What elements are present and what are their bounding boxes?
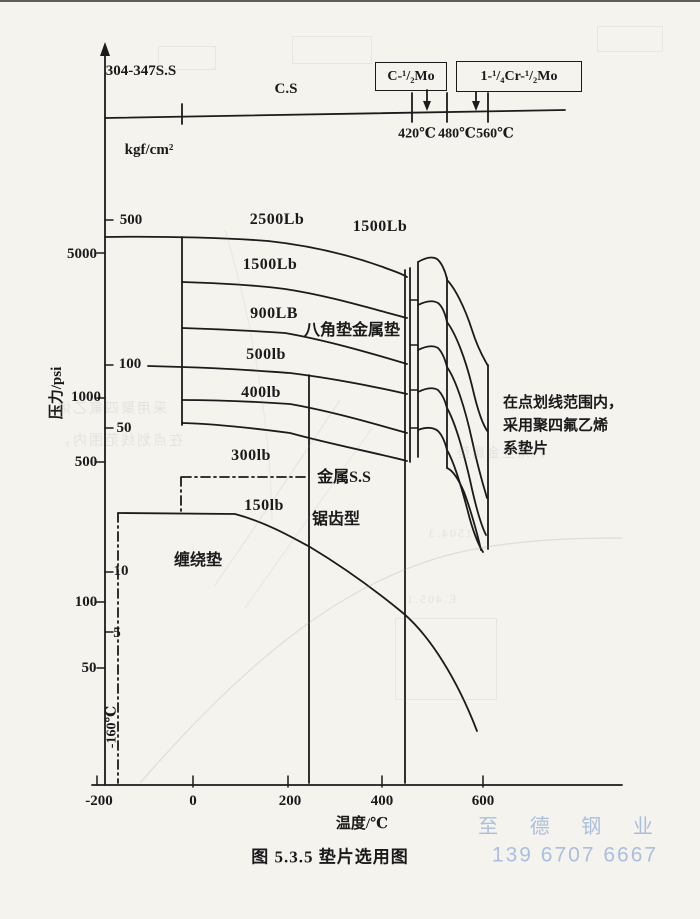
ptfe-note-line2: 采用聚四氟乙烯 bbox=[503, 418, 609, 434]
label-1500lb-right: 1500Lb bbox=[352, 218, 408, 236]
fan-1 bbox=[446, 279, 489, 367]
scan-edge-artifact bbox=[0, 0, 700, 2]
kgf-tick-10: 10 bbox=[113, 562, 129, 579]
psi-tick-50: 50 bbox=[81, 659, 97, 676]
x-tick-600: 600 bbox=[471, 792, 495, 809]
fan-2 bbox=[446, 321, 489, 433]
curve-1500lb bbox=[181, 281, 408, 319]
curve-900lb bbox=[181, 327, 408, 365]
psi-tick-5000: 5000 bbox=[67, 245, 97, 262]
box2-arrowhead bbox=[472, 101, 480, 111]
material-box-c-half-mo: C-¹/₂Mo bbox=[375, 62, 447, 91]
step-connectors bbox=[409, 299, 419, 429]
material-box1-label: C-¹/₂Mo bbox=[387, 68, 435, 84]
arc-cmo-4 bbox=[417, 387, 448, 409]
label-300lb: 300lb bbox=[231, 447, 271, 465]
ghost-curve-4 bbox=[224, 229, 273, 521]
ptfe-note-line3: 系垫片 bbox=[503, 441, 549, 457]
fan-6 bbox=[446, 467, 482, 551]
curve-400lb bbox=[181, 399, 408, 434]
psi-ticks bbox=[96, 252, 106, 669]
temp-mark-420: 420℃ bbox=[398, 126, 436, 142]
label-400lb: 400lb bbox=[241, 384, 281, 402]
ghost-text-5: 八角垫金属垫 bbox=[455, 445, 546, 460]
material-limit-line bbox=[104, 109, 566, 119]
region-spiral-wound: 缠绕垫 bbox=[173, 552, 223, 570]
ghost-box-1 bbox=[292, 36, 372, 64]
watermark-company: 至 德 钢 业 bbox=[478, 816, 666, 838]
kgf-tick-5: 5 bbox=[113, 624, 121, 641]
kgf-tick-100: 100 bbox=[118, 355, 142, 372]
region-metal-ss: 金属S.S bbox=[317, 469, 371, 487]
region-octagonal-metal: 八角垫金属垫 bbox=[303, 322, 401, 340]
curve-150lb-spiral bbox=[117, 512, 478, 732]
ghost-curve-1 bbox=[139, 537, 623, 784]
x-tick-400: 400 bbox=[370, 792, 394, 809]
temp-mark-560: 560℃ bbox=[476, 126, 514, 142]
watermark-phone: 139 6707 6667 bbox=[491, 843, 659, 867]
x-tick-200: 200 bbox=[278, 792, 302, 809]
x-axis-title: 温度/℃ bbox=[335, 815, 389, 832]
ghost-curve-3 bbox=[244, 427, 373, 609]
kgf-tick-500: 500 bbox=[119, 211, 143, 228]
ghost-text-4: 在点划线范围内， bbox=[55, 434, 183, 449]
arc-cmo-5 bbox=[417, 426, 448, 451]
fan-3 bbox=[446, 366, 488, 499]
arc-cmo-1 bbox=[417, 256, 448, 280]
figure-caption: 图 5.3.5 垫片选用图 bbox=[251, 847, 409, 867]
kgf-ticks bbox=[104, 219, 114, 633]
kgf-tick-50: 50 bbox=[116, 419, 132, 436]
curve-500lb bbox=[147, 365, 408, 395]
material-label-ss: 304-347S.S bbox=[105, 62, 177, 79]
label-900lb: 900LB bbox=[250, 305, 298, 323]
x-tick-m200: -200 bbox=[85, 792, 113, 809]
fan-4 bbox=[446, 407, 487, 536]
temp-mark-480: 480℃ bbox=[438, 126, 476, 142]
y-unit-kgf: kgf/cm² bbox=[124, 141, 174, 158]
psi-tick-500: 500 bbox=[74, 453, 98, 470]
ghost-box-3 bbox=[158, 46, 216, 70]
region-serrated: 锯齿型 bbox=[311, 511, 361, 529]
ghost-curve-2 bbox=[214, 399, 341, 586]
psi-tick-1000: 1000 bbox=[71, 388, 101, 405]
low-temp-mark: -160℃ bbox=[104, 705, 120, 749]
ghost-text-3: 采用聚四氟乙烯 bbox=[55, 402, 167, 417]
ghost-box-4 bbox=[395, 618, 497, 700]
material-box-cr-mo: 1-¹/₄Cr-¹/₂Mo bbox=[456, 61, 582, 92]
ghost-text-1: 1504.3 bbox=[427, 526, 472, 540]
ghost-text-2: E.405.1 bbox=[405, 592, 457, 606]
label-2500lb: 2500Lb bbox=[249, 211, 305, 229]
material-label-cs: C.S bbox=[274, 80, 298, 97]
x-ticks bbox=[96, 775, 484, 788]
psi-tick-100: 100 bbox=[74, 593, 98, 610]
arc-cmo-3 bbox=[417, 345, 448, 368]
label-150lb: 150lb bbox=[244, 497, 284, 515]
y-axis-arrowhead bbox=[100, 42, 110, 56]
arc-cmo-2 bbox=[417, 300, 448, 323]
ghost-box-2 bbox=[597, 26, 663, 52]
curve-300lb bbox=[181, 422, 408, 462]
x-tick-0: 0 bbox=[189, 792, 197, 809]
label-1500lb: 1500Lb bbox=[242, 256, 298, 274]
material-box2-label: 1-¹/₄Cr-¹/₂Mo bbox=[480, 68, 558, 84]
box1-arrowhead bbox=[423, 101, 431, 111]
ptfe-note-line1: 在点划线范围内， bbox=[503, 395, 624, 411]
label-500lb: 500lb bbox=[246, 346, 286, 364]
